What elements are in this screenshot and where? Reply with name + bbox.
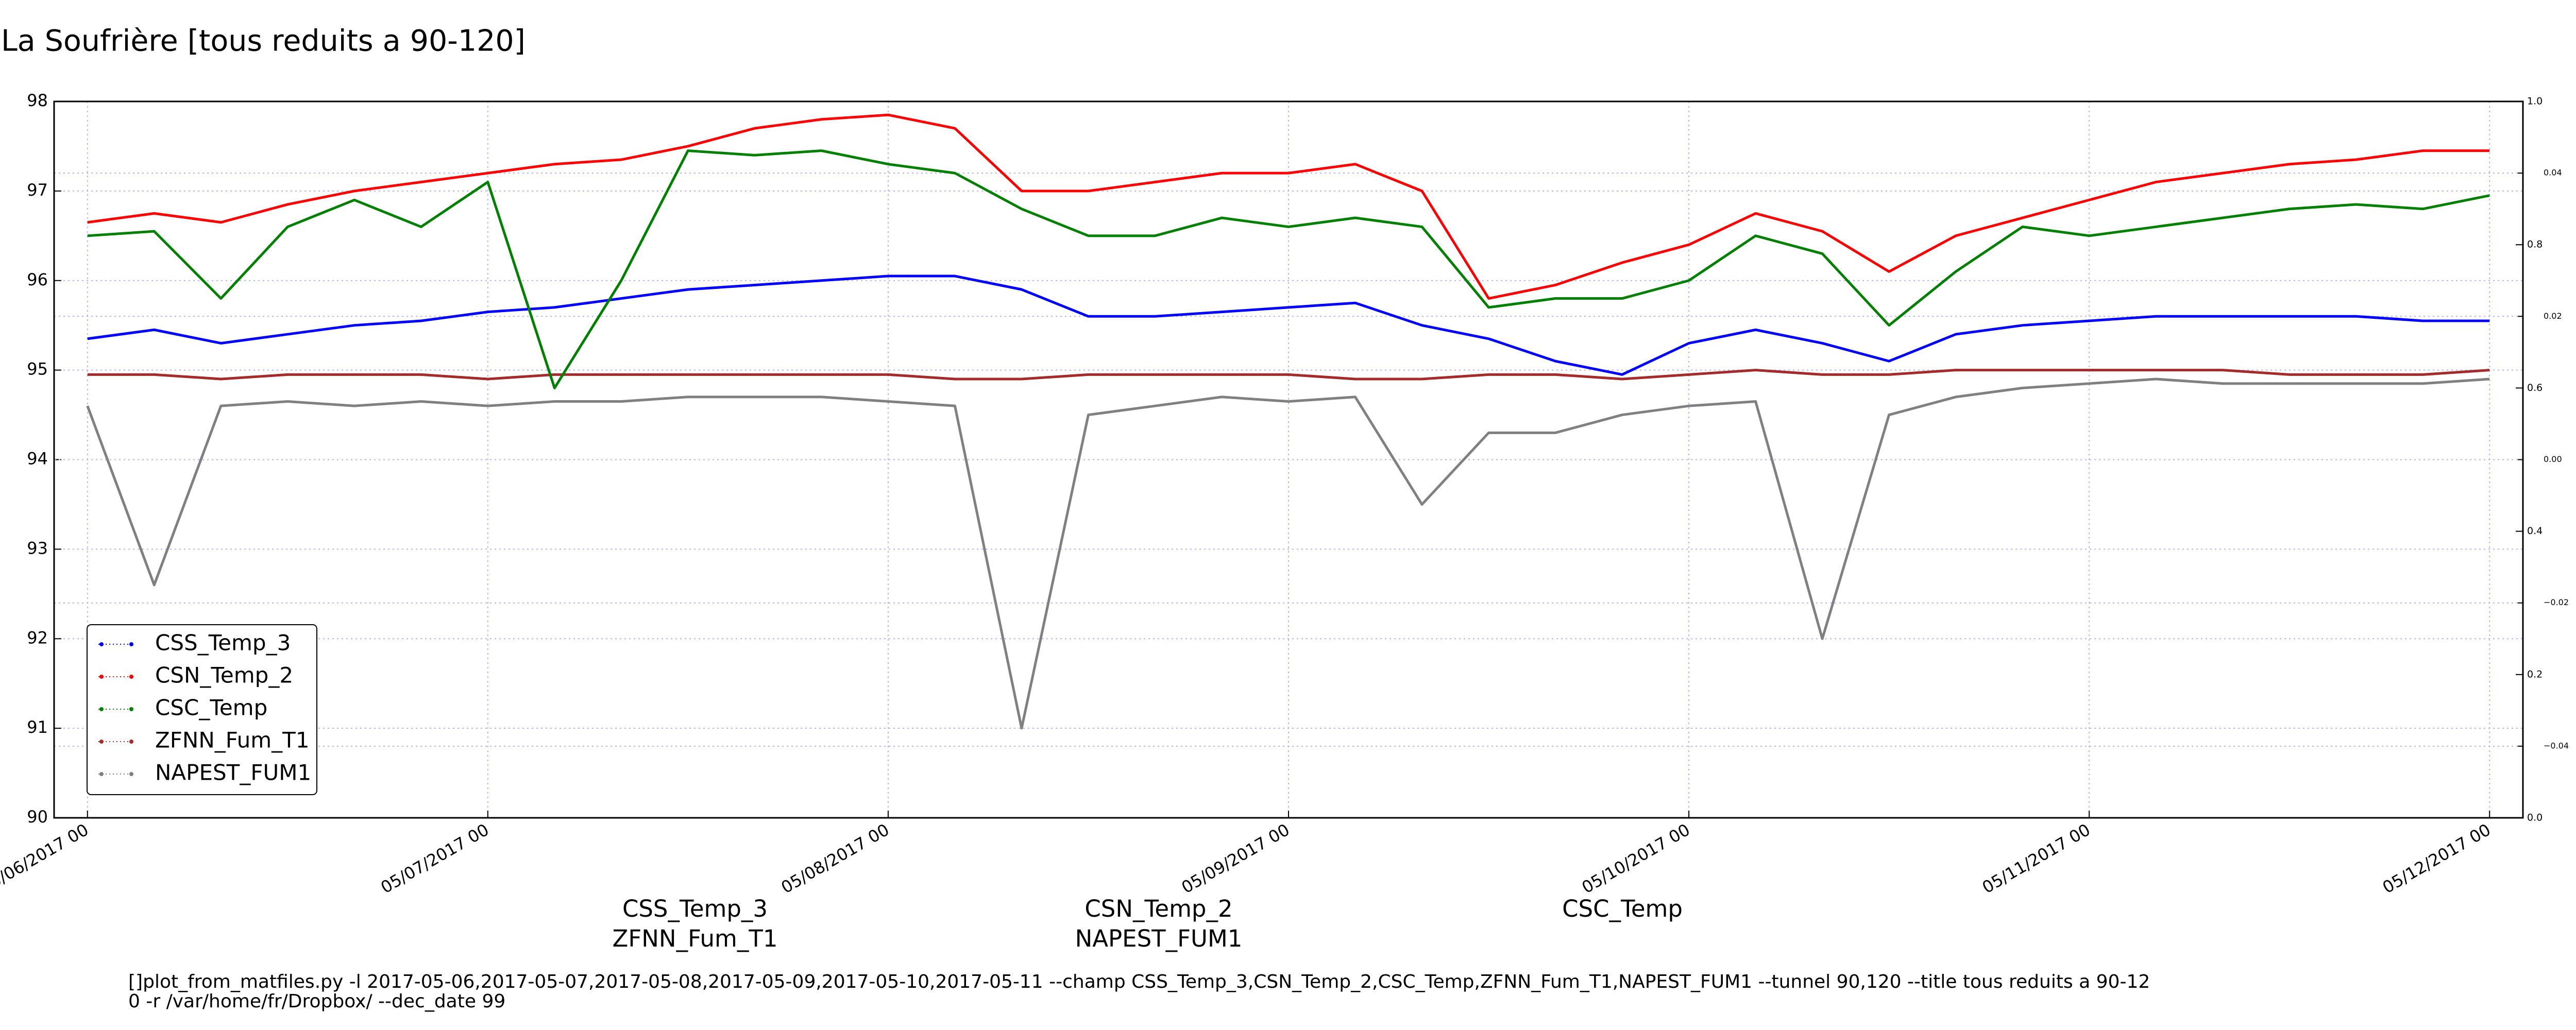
y2-tick-label: 1.0	[2527, 96, 2543, 107]
y2-tick-label: 0.0	[2527, 812, 2543, 823]
series-line	[87, 113, 2490, 300]
x-tick-label: 05/11/2017 00	[1979, 820, 2094, 898]
legend-marker	[129, 772, 133, 776]
legend-marker	[99, 707, 104, 711]
y2-tick-label: 0.4	[2527, 525, 2543, 537]
legend-marker	[129, 740, 133, 744]
y-tick-label: 96	[27, 270, 48, 289]
plot-frame	[53, 100, 2524, 819]
legend-marker	[129, 642, 133, 646]
y3-tick-label: 0.04	[2544, 168, 2562, 178]
y-tick-label: 97	[27, 180, 48, 200]
y3-tick-label: −0.02	[2544, 597, 2569, 607]
x-tick-label: 05/07/2017 00	[378, 820, 493, 898]
x-tick-label: 05/10/2017 00	[1579, 820, 1693, 898]
legend-label: NAPEST_FUM1	[155, 760, 311, 785]
series-caption: CSN_Temp_2	[1084, 895, 1232, 922]
series-line	[87, 274, 2490, 376]
y-tick-label: 92	[27, 628, 48, 647]
footnote: 0 -r /var/home/fr/Dropbox/ --dec_date 99	[128, 991, 505, 1012]
y3-tick-label: 0.00	[2544, 454, 2562, 464]
legend-marker	[129, 675, 133, 679]
y3-tick-label: −0.04	[2544, 741, 2569, 750]
series-caption: CSS_Temp_3	[622, 895, 768, 922]
legend-marker	[99, 740, 104, 744]
legend: CSS_Temp_3 CSN_Temp_2 CSC_Temp ZFNN_Fum_T1 N…	[87, 624, 317, 795]
legend-marker	[99, 642, 104, 646]
y-tick-label: 95	[27, 359, 48, 379]
y-tick-label: 91	[27, 717, 48, 737]
y2-tick-label: 0.8	[2527, 239, 2543, 250]
legend-marker	[99, 772, 104, 776]
y2-tick-label: 0.2	[2527, 668, 2543, 680]
chart-title: La Soufrière [tous reduits a 90-120]	[1, 24, 526, 58]
x-tick-label: 05/06/2017 00	[0, 820, 92, 898]
legend-marker	[99, 675, 104, 679]
series-caption: CSC_Temp	[1562, 895, 1683, 922]
legend-frame	[87, 624, 317, 795]
y3-tick-label: 0.02	[2544, 311, 2562, 321]
legend-label: ZFNN_Fum_T1	[155, 728, 310, 753]
x-tick-label: 05/12/2017 00	[2379, 820, 2494, 898]
series-line	[87, 369, 2490, 381]
x-tick-label: 05/08/2017 00	[778, 820, 893, 898]
series-caption: ZFNN_Fum_T1	[613, 925, 778, 952]
legend-marker	[129, 707, 133, 711]
y2-tick-label: 0.6	[2527, 382, 2543, 393]
y-tick-label: 93	[27, 538, 48, 558]
series-line	[86, 377, 2490, 730]
x-tick-label: 05/09/2017 00	[1178, 820, 1293, 898]
series-line	[87, 149, 2490, 389]
legend-label: CSC_Temp	[155, 695, 267, 720]
y-tick-label: 98	[27, 91, 48, 110]
series-caption: NAPEST_FUM1	[1075, 925, 1243, 952]
y-tick-label: 94	[27, 449, 48, 469]
legend-label: CSS_Temp_3	[155, 630, 291, 656]
y-tick-label: 90	[27, 807, 48, 827]
legend-label: CSN_Temp_2	[155, 663, 293, 688]
footnote: []plot_from_matfiles.py -l 2017-05-06,20…	[128, 971, 2150, 992]
